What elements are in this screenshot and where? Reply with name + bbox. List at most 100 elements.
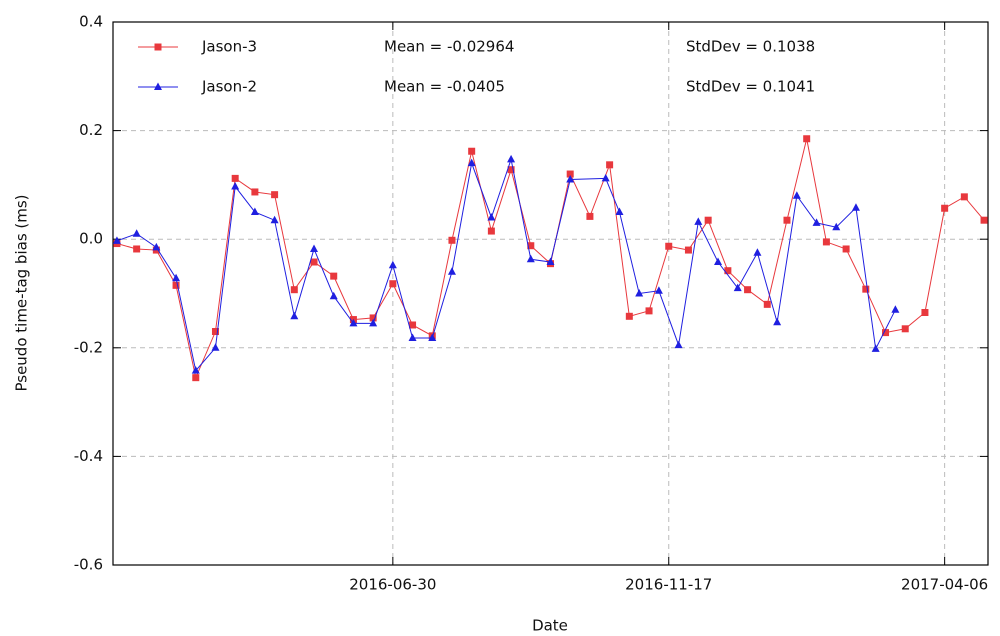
marker bbox=[448, 236, 456, 244]
marker bbox=[112, 236, 121, 244]
marker bbox=[694, 217, 703, 225]
marker bbox=[832, 222, 841, 231]
marker bbox=[191, 366, 200, 374]
marker bbox=[211, 328, 219, 336]
marker bbox=[290, 311, 299, 320]
marker bbox=[645, 307, 653, 315]
marker bbox=[329, 291, 338, 300]
marker bbox=[467, 158, 476, 167]
marker bbox=[527, 242, 535, 250]
marker bbox=[310, 244, 319, 252]
legend-stddev: StdDev = 0.1038 bbox=[686, 38, 815, 56]
y-axis-label: Pseudo time-tag bias (ms) bbox=[13, 194, 31, 391]
marker bbox=[941, 204, 949, 212]
marker bbox=[901, 325, 909, 333]
marker bbox=[270, 215, 279, 224]
marker bbox=[733, 283, 742, 292]
x-tick-label: 2016-06-30 bbox=[349, 576, 436, 594]
marker bbox=[566, 170, 574, 178]
marker bbox=[980, 216, 988, 224]
marker bbox=[389, 280, 397, 288]
marker bbox=[615, 207, 624, 216]
marker bbox=[601, 173, 610, 182]
marker bbox=[891, 305, 900, 313]
marker bbox=[250, 207, 259, 216]
marker bbox=[871, 344, 880, 352]
marker bbox=[507, 166, 515, 174]
marker bbox=[409, 321, 417, 329]
marker bbox=[369, 318, 378, 327]
y-tick-label: -0.6 bbox=[74, 556, 103, 574]
y-tick-label: -0.2 bbox=[74, 338, 103, 356]
legend-stddev: StdDev = 0.1041 bbox=[686, 78, 815, 96]
y-tick-label: 0.2 bbox=[79, 121, 103, 139]
marker bbox=[763, 300, 771, 308]
marker bbox=[172, 281, 180, 289]
marker bbox=[428, 333, 437, 342]
marker bbox=[526, 254, 535, 263]
marker bbox=[812, 218, 821, 226]
marker bbox=[192, 374, 200, 382]
marker bbox=[882, 329, 890, 337]
marker bbox=[704, 216, 712, 224]
marker bbox=[290, 286, 298, 294]
legend-marker bbox=[154, 43, 162, 51]
marker bbox=[388, 260, 397, 269]
marker bbox=[133, 245, 141, 253]
marker bbox=[330, 272, 338, 280]
marker bbox=[487, 212, 496, 221]
legend-mean: Mean = -0.02964 bbox=[384, 38, 514, 56]
marker bbox=[842, 245, 850, 253]
legend-label: Jason-3 bbox=[201, 38, 257, 56]
marker bbox=[960, 193, 968, 201]
marker bbox=[606, 161, 614, 169]
marker bbox=[654, 286, 663, 294]
x-axis-label: Date bbox=[532, 617, 568, 635]
marker bbox=[231, 174, 239, 182]
marker bbox=[822, 238, 830, 246]
y-tick-label: 0.0 bbox=[79, 230, 103, 248]
marker bbox=[546, 257, 555, 266]
marker bbox=[744, 286, 752, 294]
marker bbox=[310, 258, 318, 266]
x-tick-label: 2016-11-17 bbox=[625, 576, 712, 594]
legend-mean: Mean = -0.0405 bbox=[384, 78, 505, 96]
marker bbox=[851, 203, 860, 211]
marker bbox=[921, 309, 929, 317]
marker bbox=[566, 174, 575, 183]
marker bbox=[152, 242, 161, 251]
series-line bbox=[116, 157, 896, 372]
marker bbox=[447, 267, 456, 275]
marker bbox=[803, 135, 811, 143]
marker bbox=[684, 246, 692, 254]
marker bbox=[468, 147, 476, 155]
marker bbox=[408, 333, 417, 342]
legend-label: Jason-2 bbox=[201, 78, 257, 96]
marker bbox=[251, 188, 259, 196]
marker bbox=[674, 340, 683, 349]
legend-marker bbox=[154, 82, 162, 90]
marker bbox=[753, 248, 762, 256]
marker bbox=[211, 343, 220, 351]
marker bbox=[271, 191, 279, 199]
marker bbox=[773, 317, 782, 326]
marker bbox=[625, 312, 633, 320]
marker bbox=[231, 182, 240, 190]
marker bbox=[792, 191, 801, 199]
marker bbox=[783, 216, 791, 224]
marker bbox=[862, 285, 870, 293]
marker bbox=[635, 289, 644, 297]
marker bbox=[714, 257, 723, 266]
marker bbox=[724, 267, 732, 275]
y-tick-label: -0.4 bbox=[74, 447, 103, 465]
marker bbox=[586, 212, 594, 220]
marker bbox=[172, 273, 181, 282]
marker bbox=[507, 154, 516, 163]
x-tick-label: 2017-04-06 bbox=[901, 576, 988, 594]
y-tick-label: 0.4 bbox=[79, 13, 103, 31]
plot-frame bbox=[112, 21, 989, 566]
marker bbox=[349, 318, 358, 327]
marker bbox=[487, 227, 495, 235]
